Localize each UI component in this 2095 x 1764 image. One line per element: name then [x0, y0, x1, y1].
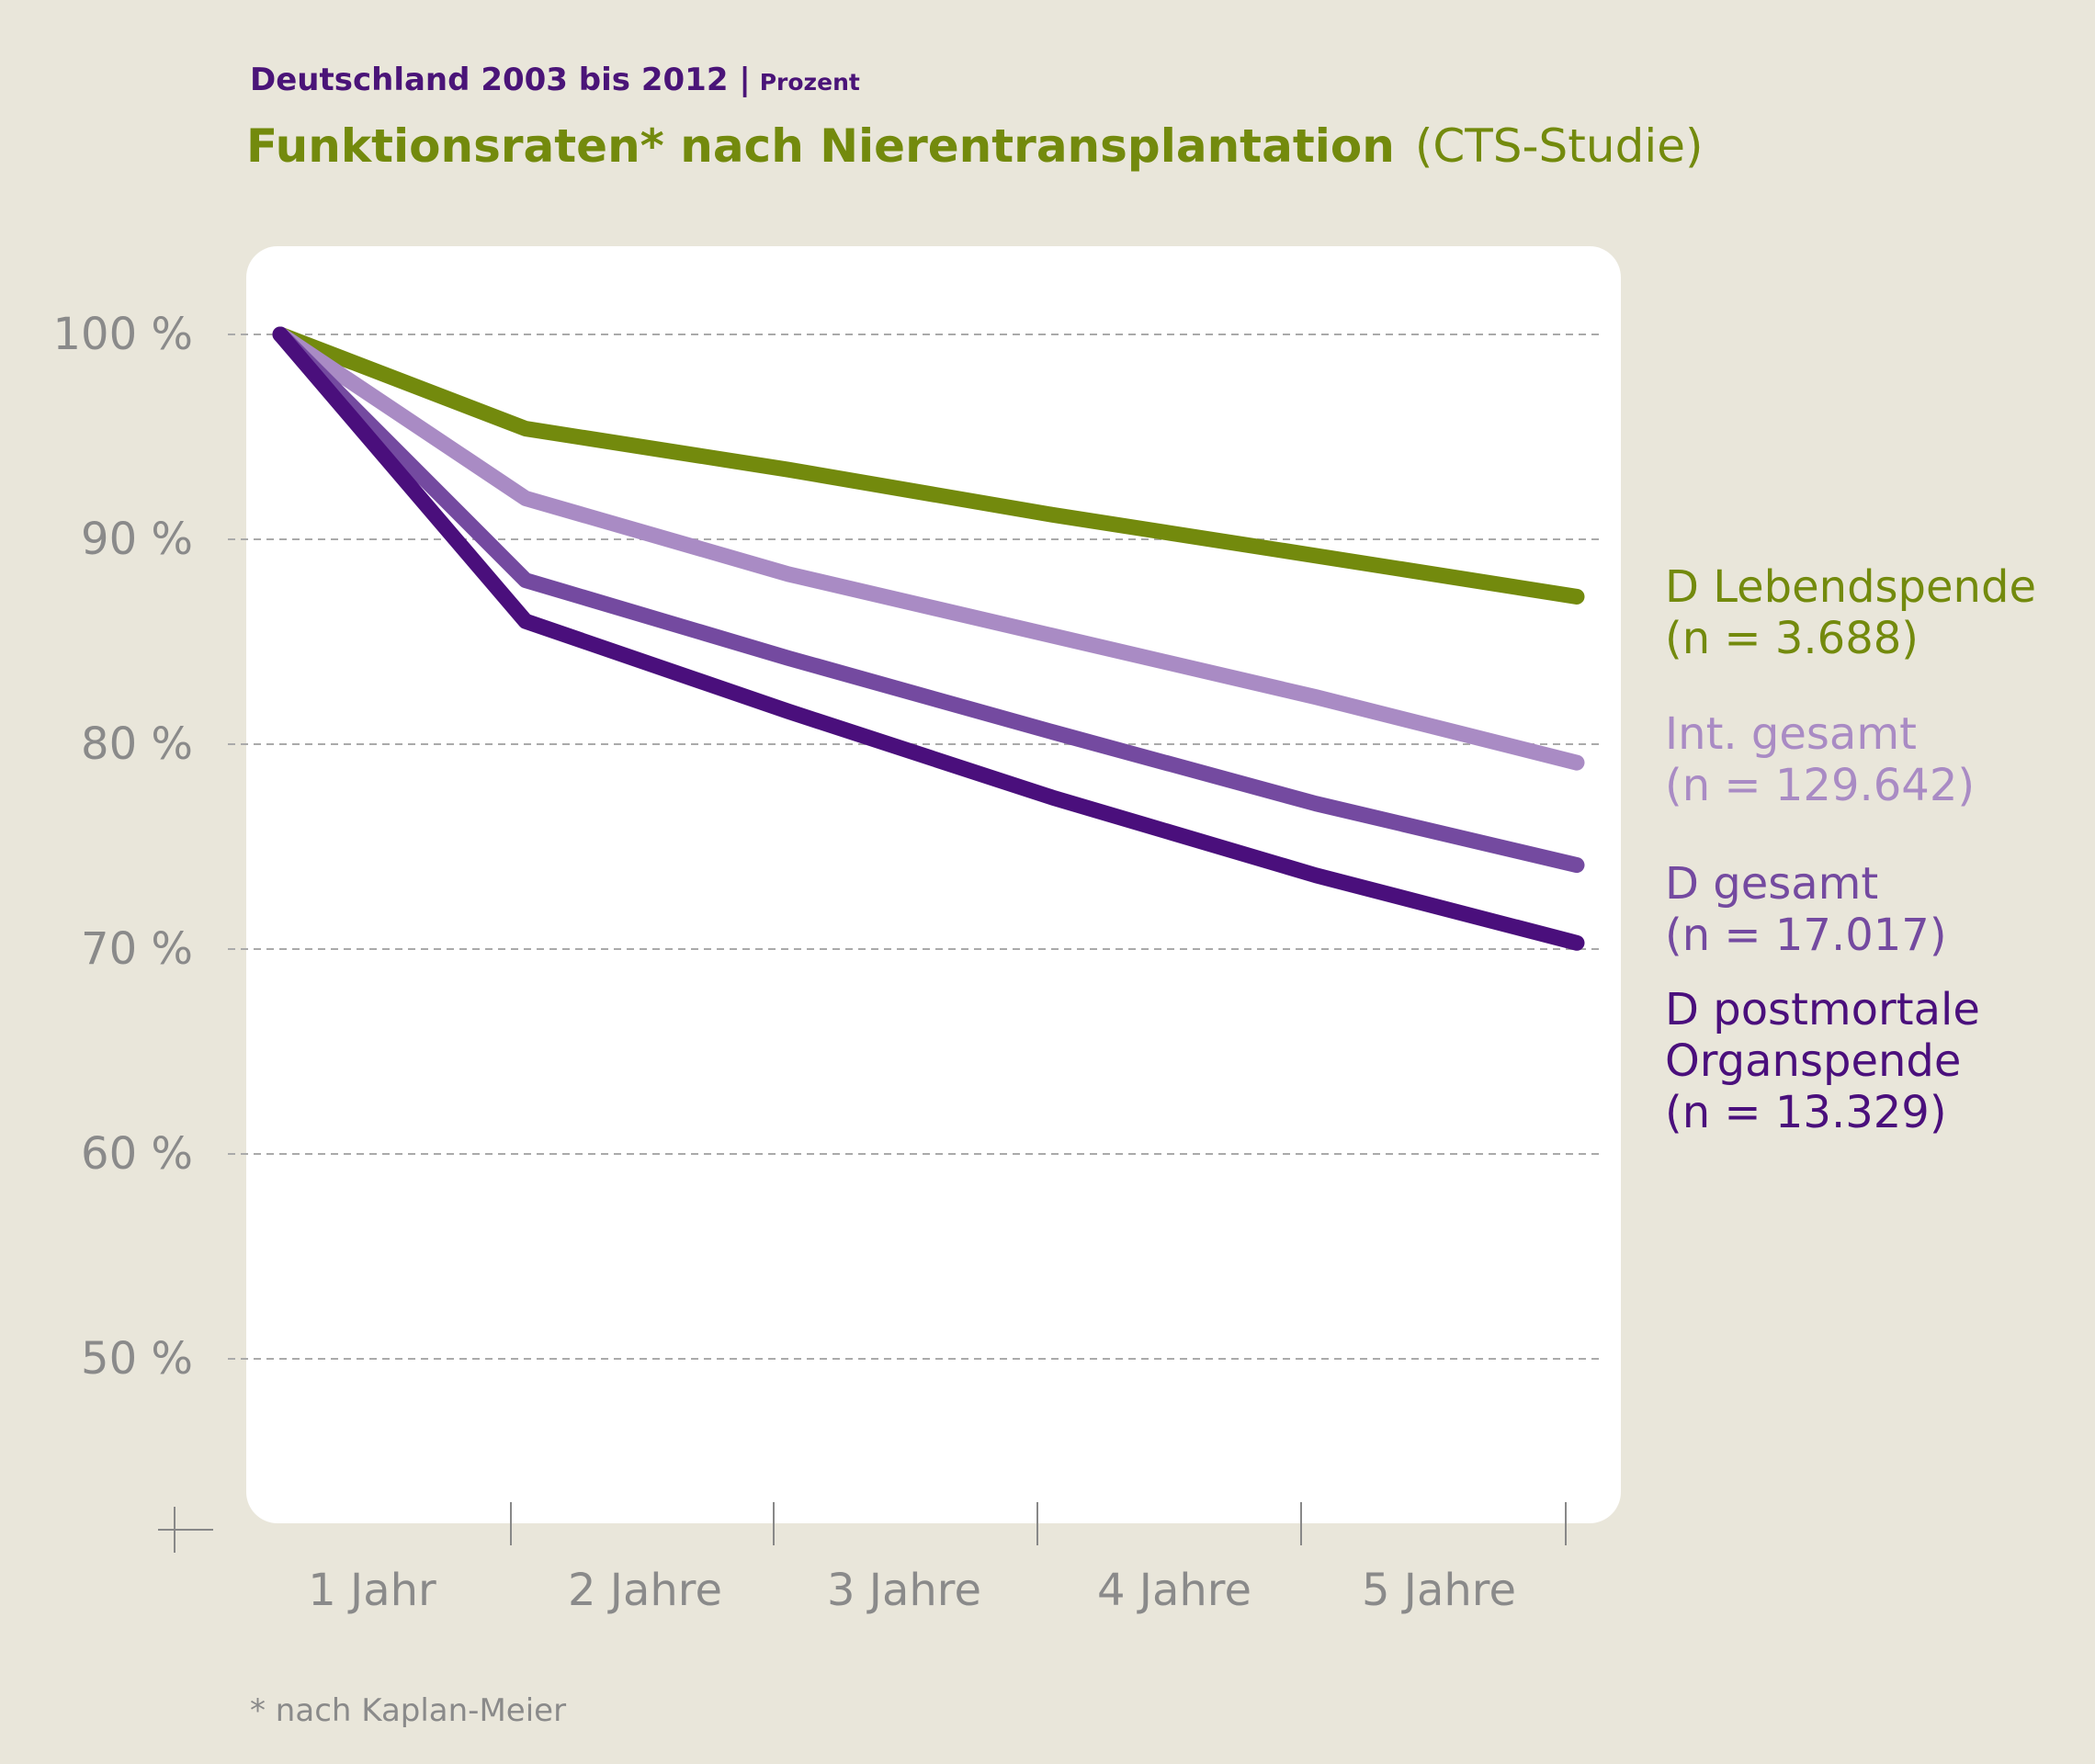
series-line-2 [272, 326, 1585, 771]
chart-unit: Prozent [760, 69, 860, 96]
chart-title-main: Funktionsraten* nach Nierentransplantati… [246, 119, 1395, 173]
y-tick-label: 70 % [81, 923, 193, 975]
legend-n: (n = 17.017) [1665, 910, 1947, 961]
legend-name: D Lebendspende [1665, 561, 2036, 613]
legend-name-line: Organspende [1665, 1035, 1961, 1087]
legend-label: D gesamt (n = 17.017) [1665, 858, 1947, 961]
series-line-1 [272, 326, 1585, 605]
y-tick-label: 50 % [81, 1333, 193, 1385]
legend-n: (n = 129.642) [1665, 760, 1975, 811]
legend-name: D gesamt [1665, 858, 1878, 910]
legend-name-line: D postmortale [1665, 984, 1980, 1035]
y-tick-label: 100 % [53, 309, 193, 360]
legend-label: D Lebendspende (n = 3.688) [1665, 561, 2036, 664]
y-tick-label: 80 % [81, 718, 193, 770]
chart-title: Funktionsraten* nach Nierentransplantati… [246, 119, 1703, 173]
y-tick-label: 60 % [81, 1128, 193, 1180]
legend-label: D postmortale Organspende (n = 13.329) [1665, 984, 1980, 1138]
chart-subtitle: Deutschland 2003 bis 2012 | Prozent [250, 62, 860, 98]
x-tick-label: 4 Jahre [1097, 1565, 1251, 1616]
x-axis: 1 Jahr 2 Jahre 3 Jahre 4 Jahre 5 Jahre [158, 1502, 1567, 1616]
footnote: * nach Kaplan-Meier [250, 1692, 566, 1729]
gridlines [228, 334, 1601, 1360]
x-tick-label: 2 Jahre [568, 1565, 722, 1616]
y-axis-tick-labels: 100 % 90 % 80 % 70 % 60 % 50 % [53, 309, 193, 1385]
legend-name: Int. gesamt [1665, 708, 1917, 760]
legend-label: Int. gesamt (n = 129.642) [1665, 708, 1975, 811]
x-tick-label: 5 Jahre [1362, 1565, 1516, 1616]
legend-n: (n = 13.329) [1665, 1087, 1947, 1138]
series-lines [272, 326, 1585, 951]
legend-n: (n = 3.688) [1665, 613, 1919, 664]
series-line-3 [272, 326, 1585, 874]
x-tick-label: 1 Jahr [308, 1565, 436, 1616]
series-line-4 [272, 326, 1585, 951]
legend: D Lebendspende (n = 3.688)Int. gesamt (n =… [1665, 561, 2036, 1138]
chart-subtitle-text: Deutschland 2003 bis 2012 | [250, 62, 751, 98]
chart-title-source: (CTS-Studie) [1415, 119, 1704, 173]
x-tick-label: 3 Jahre [827, 1565, 981, 1616]
plot-area [246, 246, 1621, 1523]
y-tick-label: 90 % [81, 514, 193, 565]
